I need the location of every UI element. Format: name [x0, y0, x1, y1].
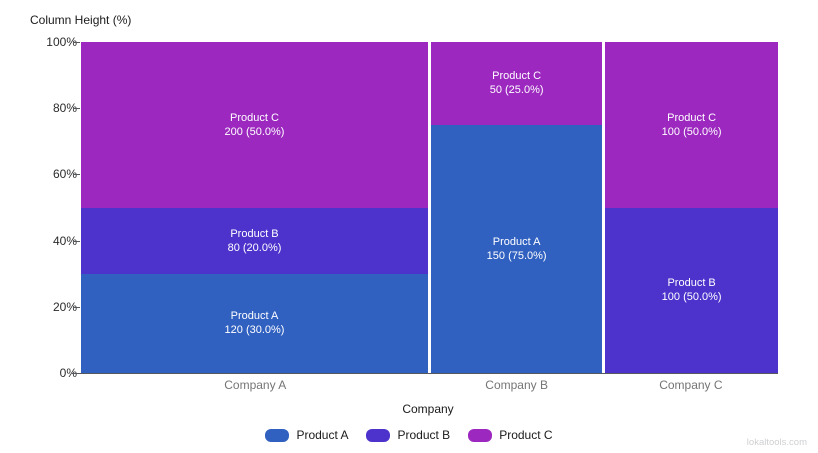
x-category-label: Company B [485, 378, 548, 392]
y-tick-mark [73, 174, 80, 176]
segment-value-label: 100 (50.0%) [661, 291, 722, 304]
bar-segment[interactable]: Product B 100 (50.0%) [605, 207, 778, 373]
legend-item[interactable]: Product B [366, 428, 450, 442]
segment-value-label: 80 (20.0%) [227, 241, 282, 254]
segment-series-label: Product C [230, 111, 279, 124]
y-tick-label: 60% [52, 167, 77, 182]
legend-swatch-icon [366, 428, 391, 442]
segment-value-label: 200 (50.0%) [224, 125, 285, 138]
y-tick-label: 40% [52, 233, 77, 248]
y-tick-mark [73, 240, 80, 242]
bar-column: Product A 150 (75.0%) Product C 50 (25.0%) [431, 42, 603, 373]
legend-label: Product A [296, 428, 349, 442]
bar-segment[interactable]: Product A 120 (30.0%) [81, 273, 428, 373]
segment-series-label: Product C [492, 70, 542, 83]
bar-segment[interactable]: Product C 50 (25.0%) [431, 42, 603, 125]
x-category-label: Company C [659, 378, 723, 392]
segment-value-label: 100 (50.0%) [661, 125, 722, 138]
y-tick-mark [73, 42, 80, 43]
segment-value-label: 150 (75.0%) [486, 249, 547, 262]
legend-swatch-icon [468, 428, 493, 442]
legend-item[interactable]: Product A [265, 428, 348, 442]
y-tick-mark [73, 108, 80, 110]
segment-series-label: Product B [230, 227, 279, 240]
bar-column: Product B 100 (50.0%) Product C 100 (50.0%) [605, 42, 778, 373]
y-axis-title: Column Height (%) [30, 13, 132, 27]
bar-column: Product A 120 (30.0%) Product B 80 (20.0%) P… [81, 42, 428, 373]
bar-segment[interactable]: Product A 150 (75.0%) [431, 124, 603, 373]
bar-segment[interactable]: Product C 100 (50.0%) [605, 42, 778, 208]
y-tick-label: 80% [52, 101, 77, 116]
plot-area: Product A 120 (30.0%) Product B 80 (20.0%) P… [81, 42, 778, 373]
segment-value-label: 120 (30.0%) [224, 324, 285, 337]
y-tick-label: 20% [52, 299, 77, 314]
segment-series-label: Product B [667, 277, 716, 290]
watermark: lokaltools.com [746, 437, 807, 448]
segment-series-label: Product C [667, 111, 717, 124]
x-axis-line [72, 373, 778, 374]
y-tick-mark [73, 306, 80, 308]
y-tick-label: 100% [46, 35, 77, 49]
x-axis-title: Company [402, 402, 454, 416]
bar-segment[interactable]: Product C 200 (50.0%) [81, 42, 428, 208]
legend-swatch-icon [265, 428, 290, 442]
segment-series-label: Product A [492, 235, 541, 248]
y-tick-mark [73, 373, 80, 374]
legend-label: Product C [499, 428, 553, 442]
y-tick-label: 0% [59, 366, 77, 380]
segment-series-label: Product A [230, 310, 279, 323]
legend: Product A Product B Product C [0, 428, 818, 442]
segment-value-label: 50 (25.0%) [489, 84, 544, 97]
x-category-label: Company A [224, 378, 287, 392]
legend-item[interactable]: Product C [468, 428, 553, 442]
bar-segment[interactable]: Product B 80 (20.0%) [81, 207, 428, 274]
legend-label: Product B [397, 428, 451, 442]
